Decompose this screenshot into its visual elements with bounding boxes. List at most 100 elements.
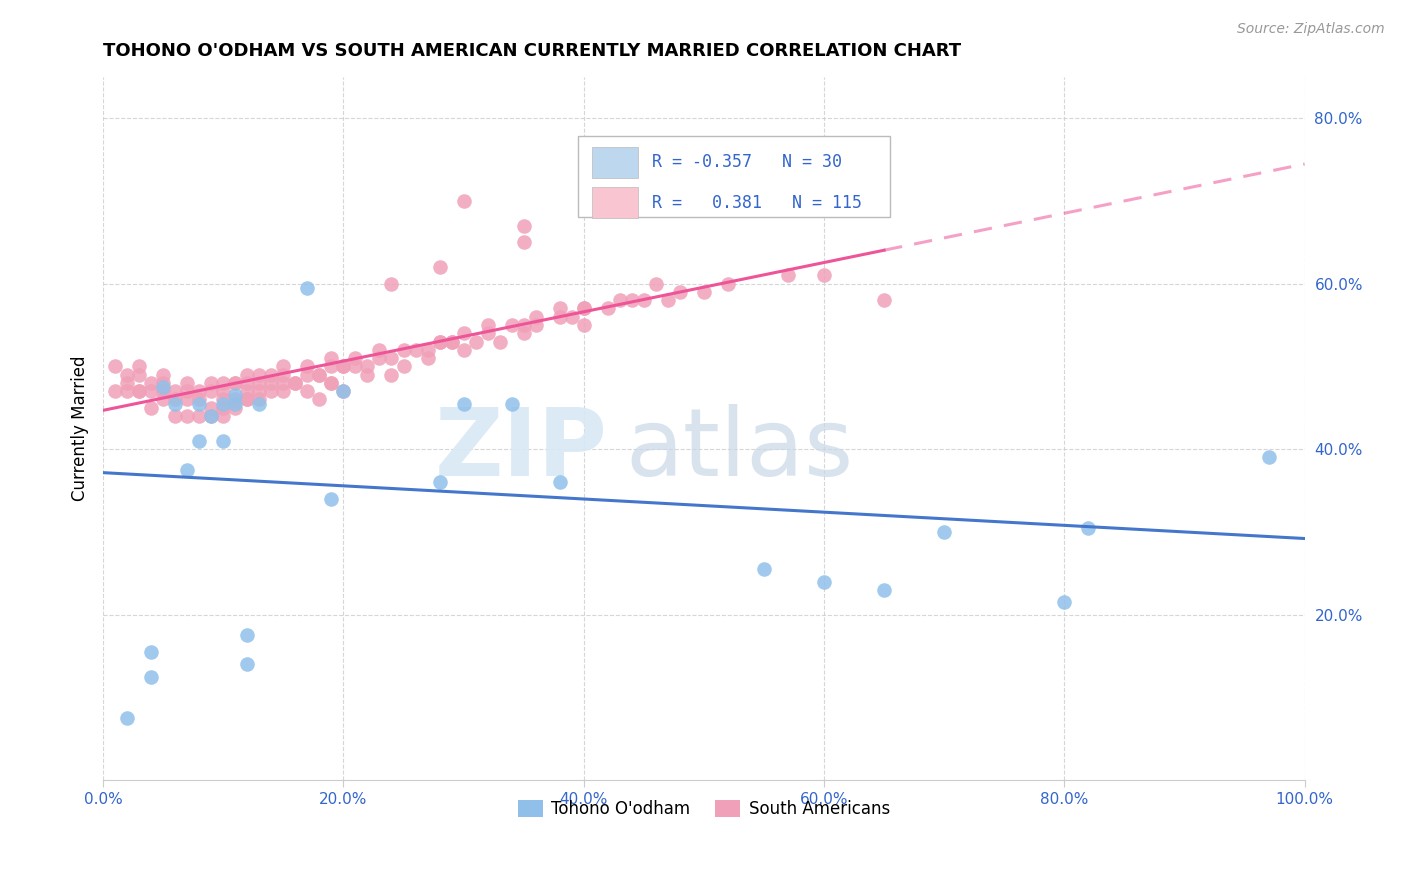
FancyBboxPatch shape <box>592 147 638 178</box>
FancyBboxPatch shape <box>592 187 638 219</box>
Point <box>188 434 211 448</box>
Point <box>596 301 619 316</box>
Point <box>356 359 378 374</box>
Point <box>524 318 547 332</box>
Point <box>321 376 343 390</box>
Point <box>297 368 319 382</box>
Point <box>115 711 138 725</box>
Point <box>416 343 439 357</box>
Point <box>236 628 259 642</box>
Y-axis label: Currently Married: Currently Married <box>72 356 89 501</box>
Point <box>297 384 319 399</box>
Point <box>512 326 534 341</box>
Point <box>165 409 187 423</box>
Point <box>332 359 354 374</box>
Point <box>224 376 246 390</box>
Point <box>128 384 150 399</box>
Point <box>236 376 259 390</box>
Point <box>152 392 174 407</box>
Point <box>212 392 235 407</box>
Point <box>247 376 270 390</box>
Point <box>308 392 330 407</box>
Point <box>488 334 510 349</box>
Point <box>165 384 187 399</box>
Point <box>284 376 307 390</box>
Point <box>224 392 246 407</box>
Point <box>104 359 127 374</box>
Point <box>152 368 174 382</box>
Point <box>224 401 246 415</box>
Point <box>128 384 150 399</box>
Point <box>321 491 343 506</box>
Point <box>548 475 571 490</box>
Point <box>260 368 283 382</box>
Point <box>405 343 427 357</box>
Point <box>321 351 343 365</box>
Point <box>212 409 235 423</box>
Point <box>141 384 163 399</box>
Point <box>548 310 571 324</box>
Text: R =   0.381   N = 115: R = 0.381 N = 115 <box>652 194 862 211</box>
Point <box>141 401 163 415</box>
Point <box>224 376 246 390</box>
Point <box>429 334 451 349</box>
Point <box>224 396 246 410</box>
Point <box>572 301 595 316</box>
Text: R = -0.357   N = 30: R = -0.357 N = 30 <box>652 153 842 171</box>
Point <box>548 301 571 316</box>
Point <box>380 351 402 365</box>
Point <box>572 301 595 316</box>
Point <box>693 285 716 299</box>
Point <box>368 343 391 357</box>
Point <box>416 351 439 365</box>
Point <box>273 376 295 390</box>
Point <box>165 396 187 410</box>
Point <box>212 384 235 399</box>
Point <box>128 359 150 374</box>
Point <box>453 396 475 410</box>
Point <box>176 384 198 399</box>
Point <box>512 318 534 332</box>
Point <box>873 582 896 597</box>
Point <box>297 281 319 295</box>
Point <box>308 368 330 382</box>
Text: Source: ZipAtlas.com: Source: ZipAtlas.com <box>1237 22 1385 37</box>
Point <box>344 359 367 374</box>
Point <box>188 384 211 399</box>
Point <box>224 388 246 402</box>
Point <box>776 268 799 283</box>
Point <box>644 277 666 291</box>
Point <box>165 392 187 407</box>
Point <box>212 376 235 390</box>
Point <box>247 396 270 410</box>
Text: ZIP: ZIP <box>434 403 607 496</box>
Point <box>1053 595 1076 609</box>
Point <box>620 293 643 307</box>
Point <box>453 194 475 208</box>
Point <box>188 396 211 410</box>
Point <box>934 524 956 539</box>
Point <box>115 368 138 382</box>
Point <box>813 574 835 589</box>
Point <box>368 351 391 365</box>
Point <box>176 376 198 390</box>
Point <box>247 384 270 399</box>
Point <box>236 657 259 672</box>
Point <box>609 293 631 307</box>
Point <box>115 384 138 399</box>
Point <box>273 384 295 399</box>
Point <box>247 368 270 382</box>
Point <box>453 326 475 341</box>
Point <box>873 293 896 307</box>
Point <box>273 368 295 382</box>
Point <box>332 359 354 374</box>
Point <box>1077 521 1099 535</box>
Point <box>308 368 330 382</box>
Point <box>440 334 463 349</box>
Point <box>236 368 259 382</box>
Point <box>669 285 692 299</box>
Point <box>717 277 740 291</box>
Point <box>392 343 415 357</box>
Point <box>152 384 174 399</box>
Point <box>512 219 534 233</box>
